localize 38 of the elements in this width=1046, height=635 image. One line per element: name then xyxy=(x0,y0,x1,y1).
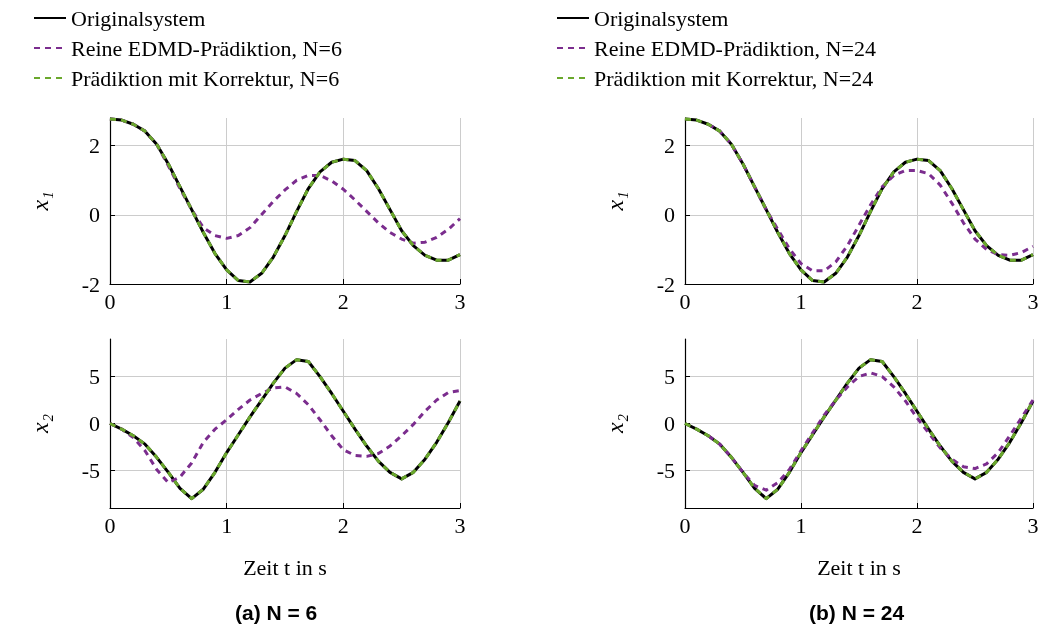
y-axis-title: x₁ xyxy=(27,191,53,212)
y-tick-label: 2 xyxy=(89,133,100,159)
y-axis-title: x₁ xyxy=(602,191,628,212)
x-tick-label: 3 xyxy=(1027,288,1039,314)
text: (b) N = 24 xyxy=(809,601,905,624)
text: (a) N = 6 xyxy=(235,601,318,624)
y-tick-label: 0 xyxy=(89,202,100,228)
y-tick-label: 0 xyxy=(89,411,100,436)
x-tick-label: 2 xyxy=(337,288,349,314)
y-tick-label: 5 xyxy=(89,364,100,390)
x-tick-label: 2 xyxy=(337,512,349,538)
y-axis-title: x₂ xyxy=(27,414,53,434)
legend-label: Reine EDMD-Prädiktion, N=24 xyxy=(594,35,876,61)
y-axis-title: x₂ xyxy=(602,414,628,434)
x-axis-title: Zeit t in s xyxy=(243,554,327,580)
y-tick-label: 0 xyxy=(664,202,675,228)
legend-label: Prädiktion mit Korrektur, N=6 xyxy=(71,65,340,91)
x-tick-label: 1 xyxy=(795,512,807,538)
y-tick-label: -2 xyxy=(81,271,100,297)
y-tick-label: -5 xyxy=(656,457,675,483)
x-tick-label: 2 xyxy=(911,512,923,538)
y-tick-label: 5 xyxy=(664,364,675,390)
y-tick-label: -5 xyxy=(81,457,100,483)
x-tick-label: 2 xyxy=(911,288,923,314)
x-tick-label: 1 xyxy=(221,512,233,538)
x-tick-label: 3 xyxy=(454,512,466,538)
x-tick-label: 3 xyxy=(1027,512,1039,538)
legend-label: Prädiktion mit Korrektur, N=24 xyxy=(594,65,874,91)
y-tick-label: -2 xyxy=(656,271,675,297)
legend-label: Originalsystem xyxy=(594,5,729,31)
legend-label: Reine EDMD-Prädiktion, N=6 xyxy=(71,35,342,61)
x-tick-label: 1 xyxy=(795,288,807,314)
y-tick-label: 0 xyxy=(664,411,675,436)
x-tick-label: 1 xyxy=(221,288,233,314)
x-axis-title: Zeit t in s xyxy=(817,554,901,580)
legend-label: Originalsystem xyxy=(71,5,206,31)
y-tick-label: 2 xyxy=(664,133,675,159)
x-tick-label: 3 xyxy=(454,288,466,314)
